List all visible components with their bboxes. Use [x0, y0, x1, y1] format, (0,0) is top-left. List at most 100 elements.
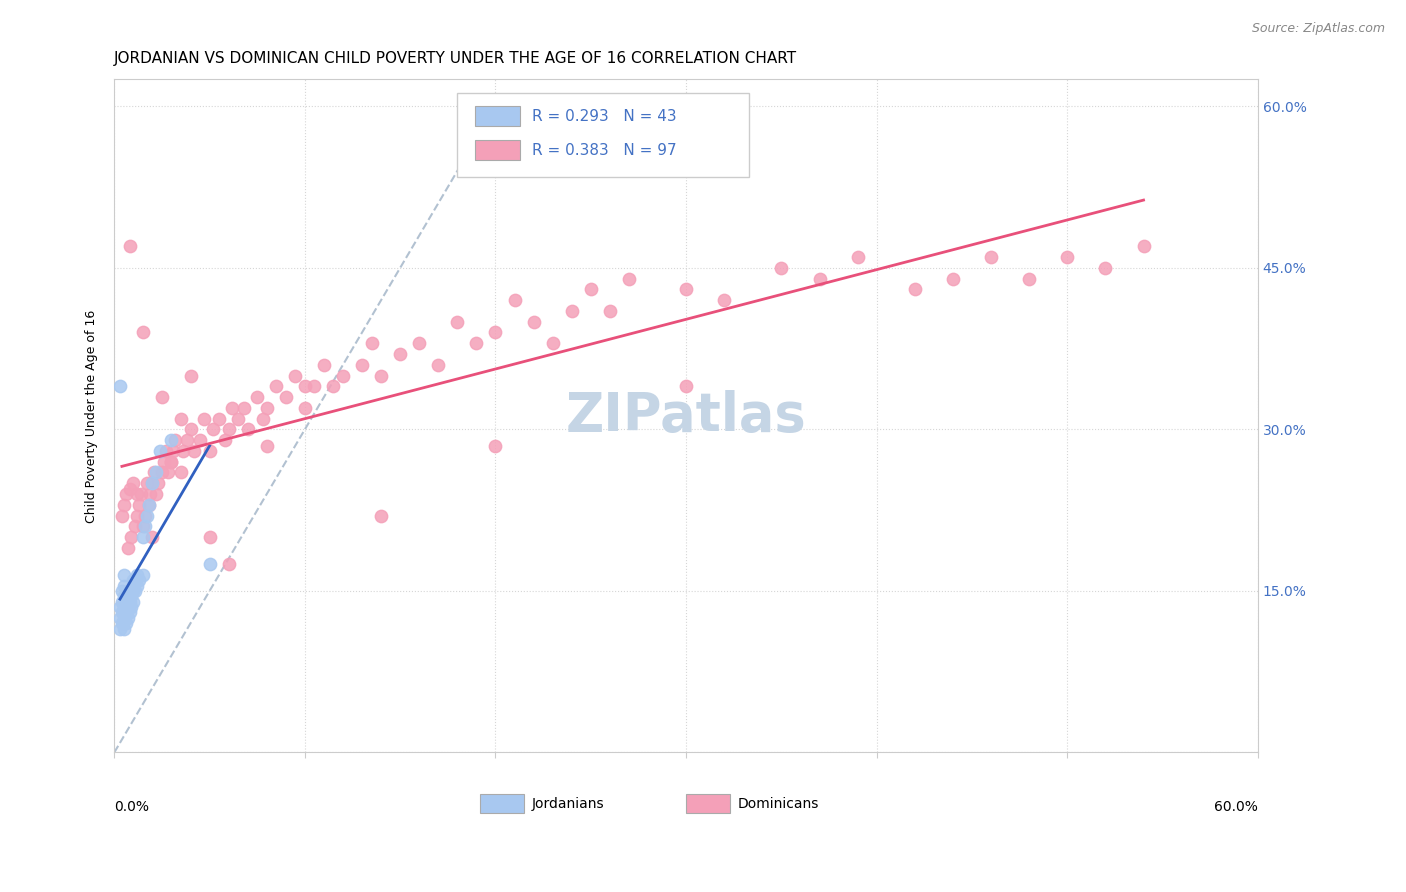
FancyBboxPatch shape	[474, 140, 520, 161]
Point	[111, 616, 134, 631]
Point	[427, 358, 450, 372]
Point	[232, 401, 254, 415]
Point	[118, 606, 141, 620]
Point	[112, 611, 135, 625]
Point	[193, 411, 215, 425]
Point	[112, 567, 135, 582]
Point	[118, 583, 141, 598]
Point	[1132, 239, 1154, 253]
Point	[198, 444, 221, 458]
Point	[198, 557, 221, 571]
Point	[322, 379, 344, 393]
Point	[180, 368, 202, 383]
Point	[294, 379, 316, 393]
Point	[118, 482, 141, 496]
Point	[108, 611, 131, 625]
Point	[114, 595, 136, 609]
Point	[138, 498, 160, 512]
Point	[141, 530, 163, 544]
Point	[122, 573, 145, 587]
Point	[304, 379, 326, 393]
Point	[132, 567, 155, 582]
Point	[408, 336, 430, 351]
Point	[523, 315, 546, 329]
FancyBboxPatch shape	[481, 794, 523, 814]
Point	[111, 583, 134, 598]
Point	[122, 595, 145, 609]
Point	[246, 390, 269, 404]
Point	[117, 600, 139, 615]
Point	[114, 487, 136, 501]
Point	[134, 519, 156, 533]
Text: R = 0.383   N = 97: R = 0.383 N = 97	[531, 143, 676, 158]
Point	[117, 611, 139, 625]
Text: JORDANIAN VS DOMINICAN CHILD POVERTY UNDER THE AGE OF 16 CORRELATION CHART: JORDANIAN VS DOMINICAN CHILD POVERTY UND…	[114, 51, 797, 66]
Point	[127, 487, 149, 501]
Point	[294, 401, 316, 415]
Point	[942, 271, 965, 285]
Point	[226, 411, 249, 425]
Point	[713, 293, 735, 307]
Point	[128, 573, 150, 587]
Point	[160, 433, 183, 447]
Point	[202, 422, 225, 436]
Point	[127, 567, 149, 582]
Point	[579, 282, 602, 296]
Point	[675, 282, 697, 296]
Point	[108, 622, 131, 636]
Text: 60.0%: 60.0%	[1213, 799, 1258, 814]
Point	[112, 600, 135, 615]
Point	[135, 508, 157, 523]
Point	[132, 519, 155, 533]
Point	[252, 411, 274, 425]
Point	[120, 590, 142, 604]
Point	[561, 304, 583, 318]
Point	[352, 358, 374, 372]
Point	[980, 250, 1002, 264]
Point	[120, 600, 142, 615]
Point	[370, 368, 392, 383]
Point	[111, 606, 134, 620]
Point	[176, 433, 198, 447]
Point	[156, 466, 179, 480]
Point	[112, 590, 135, 604]
Point	[112, 578, 135, 592]
Point	[145, 466, 167, 480]
Point	[112, 498, 135, 512]
Point	[124, 573, 146, 587]
Point	[111, 508, 134, 523]
Text: 0.0%: 0.0%	[114, 799, 149, 814]
Point	[114, 606, 136, 620]
Point	[284, 368, 307, 383]
Point	[124, 519, 146, 533]
Point	[134, 508, 156, 523]
Point	[117, 590, 139, 604]
Point	[808, 271, 831, 285]
Point	[108, 379, 131, 393]
Point	[183, 444, 205, 458]
Point	[108, 600, 131, 615]
Point	[170, 411, 193, 425]
Point	[146, 476, 169, 491]
Point	[127, 578, 149, 592]
Point	[188, 433, 211, 447]
Point	[118, 595, 141, 609]
Point	[170, 466, 193, 480]
Point	[145, 487, 167, 501]
Text: Jordanians: Jordanians	[531, 797, 605, 812]
Point	[360, 336, 382, 351]
Point	[117, 541, 139, 555]
Point	[370, 508, 392, 523]
Point	[198, 530, 221, 544]
Point	[165, 433, 187, 447]
Point	[465, 336, 488, 351]
Point	[114, 616, 136, 631]
Point	[143, 466, 166, 480]
Point	[312, 358, 335, 372]
Point	[846, 250, 869, 264]
Point	[218, 422, 240, 436]
Y-axis label: Child Poverty Under the Age of 16: Child Poverty Under the Age of 16	[86, 310, 98, 523]
Point	[617, 271, 640, 285]
Point	[132, 530, 155, 544]
Point	[155, 444, 177, 458]
